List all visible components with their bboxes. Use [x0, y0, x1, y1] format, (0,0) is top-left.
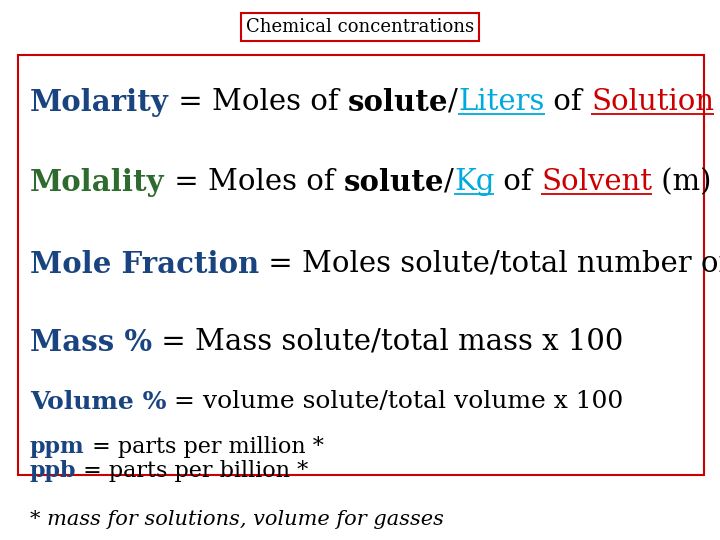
Text: /: /	[449, 88, 458, 116]
Text: (m): (m)	[652, 168, 711, 196]
Text: of: of	[494, 168, 541, 196]
Text: = Moles solute/total number of moles: = Moles solute/total number of moles	[259, 250, 720, 278]
Text: Mass %: Mass %	[30, 328, 152, 357]
Text: = Moles of: = Moles of	[165, 168, 343, 196]
Text: Kg: Kg	[454, 168, 494, 196]
Text: Molarity: Molarity	[30, 88, 169, 117]
Text: = volume solute/total volume x 100: = volume solute/total volume x 100	[166, 390, 624, 413]
Text: of: of	[544, 88, 591, 116]
Text: Liters: Liters	[458, 88, 544, 116]
Text: solute: solute	[343, 168, 444, 197]
Text: = Moles of: = Moles of	[169, 88, 348, 116]
Bar	[18, 55, 704, 475]
Text: Molality: Molality	[30, 168, 165, 197]
Text: (M): (M)	[714, 88, 720, 116]
Text: /: /	[444, 168, 454, 196]
Text: ppb: ppb	[30, 460, 76, 482]
Text: ppm: ppm	[30, 436, 85, 458]
Text: Chemical concentrations: Chemical concentrations	[246, 18, 474, 36]
Text: = parts per billion *: = parts per billion *	[76, 460, 309, 482]
Text: Solution: Solution	[591, 88, 714, 116]
Text: Volume %: Volume %	[30, 390, 166, 414]
Text: * mass for solutions, volume for gasses: * mass for solutions, volume for gasses	[30, 510, 444, 529]
Text: = parts per million *: = parts per million *	[85, 436, 323, 458]
Text: Mole Fraction: Mole Fraction	[30, 250, 259, 279]
Text: solute: solute	[348, 88, 449, 117]
Text: = Mass solute/total mass x 100: = Mass solute/total mass x 100	[152, 328, 624, 356]
Text: Solvent: Solvent	[541, 168, 652, 196]
